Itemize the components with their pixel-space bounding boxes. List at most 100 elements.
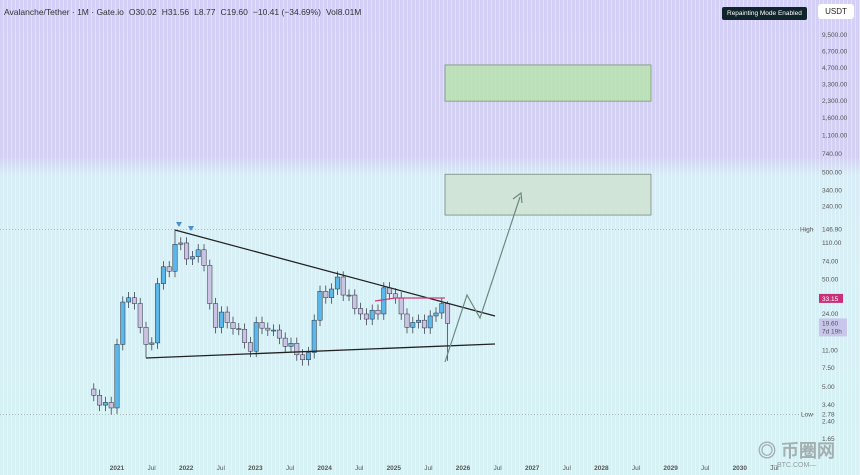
y-tick-label: 1,100.00 — [822, 133, 848, 140]
candle-body — [114, 344, 120, 409]
candle — [230, 316, 236, 335]
candle — [387, 282, 393, 300]
y-tick-label: 2.40 — [822, 418, 835, 425]
candle — [160, 261, 166, 290]
candle — [189, 250, 195, 265]
candle-body — [305, 352, 311, 360]
symbol-title[interactable]: Avalanche/Tether · 1M · Gate.io — [4, 7, 124, 17]
candle-body — [242, 328, 248, 343]
candle-body — [421, 319, 427, 329]
y-tick-label: 11.00 — [822, 347, 838, 354]
candle-body — [404, 313, 410, 328]
x-tick-label: 2021 — [110, 465, 125, 472]
low-value: L8.77 — [194, 7, 216, 17]
candle-body — [375, 309, 381, 315]
candle-body — [329, 288, 335, 298]
candle — [91, 383, 97, 402]
candle — [131, 292, 137, 310]
candle — [149, 337, 155, 351]
y-tick-label: 4,700.00 — [822, 65, 848, 72]
y-tick-label: 3,300.00 — [822, 81, 848, 88]
candle — [178, 237, 184, 251]
projection-path — [444, 196, 521, 363]
x-tick-label: Jul — [632, 465, 641, 472]
candle — [184, 237, 190, 265]
candle-body — [160, 266, 166, 284]
candle-body — [102, 402, 108, 406]
candle-body — [276, 329, 282, 339]
candle-body — [288, 343, 294, 347]
repainting-badge: Repainting Mode Enabled — [722, 7, 807, 20]
y-tick-label: 50.00 — [822, 277, 839, 284]
x-tick-label: 2030 — [733, 465, 748, 472]
candle — [195, 244, 201, 263]
x-tick-label: Jul — [147, 465, 156, 472]
candle-body — [398, 297, 404, 315]
high-value: H31.56 — [161, 7, 190, 17]
candle-body — [416, 319, 422, 323]
candle — [404, 308, 410, 334]
candle — [201, 244, 207, 272]
upper-trendline — [174, 229, 496, 317]
watermark-logo: ◎ 币圈网 — [758, 441, 836, 461]
candle-body — [178, 242, 184, 245]
chart-header: Avalanche/Tether · 1M · Gate.io O30.02 H31… — [4, 7, 366, 17]
y-tick-label: 9,500.00 — [822, 32, 848, 39]
resistance-price-tag — [819, 293, 843, 303]
candle — [398, 292, 404, 320]
candle — [363, 308, 369, 326]
watermark-site: —BTC.COM— — [770, 462, 817, 469]
candle-body — [172, 244, 178, 272]
y-tick-label: 24.00 — [822, 311, 839, 318]
x-tick-label: Jul — [770, 465, 779, 472]
candle-body — [155, 283, 161, 344]
candle-body — [230, 322, 236, 329]
candle-body — [207, 265, 213, 304]
candle — [271, 324, 277, 337]
y-tick-label: 740.00 — [822, 151, 842, 158]
x-tick-label: Jul — [493, 465, 502, 472]
candle — [329, 283, 335, 304]
candle-body — [166, 266, 172, 272]
candle — [242, 323, 248, 349]
candle-body — [126, 297, 132, 303]
candle — [375, 304, 381, 320]
candle-body — [247, 342, 253, 352]
close-value: C19.60 — [220, 7, 248, 17]
lower-trendline — [145, 343, 496, 359]
candle — [213, 297, 219, 334]
y-tick-label: 74.00 — [822, 258, 839, 265]
x-tick-label: 2023 — [248, 465, 263, 472]
y-tick-label: 340.00 — [822, 187, 842, 194]
candle-body — [340, 276, 346, 296]
currency-button[interactable]: USDT — [818, 4, 854, 19]
candle — [352, 289, 358, 315]
candle — [120, 296, 126, 351]
candle — [294, 337, 300, 361]
candle — [265, 322, 271, 337]
candle-body — [433, 312, 439, 317]
candle — [218, 306, 224, 334]
candle-body — [224, 311, 230, 323]
candle-body — [131, 297, 137, 304]
candle-body — [137, 303, 143, 328]
high-label: High — [800, 226, 814, 233]
x-tick-label: 2027 — [525, 465, 540, 472]
resistance-line — [374, 297, 445, 302]
candle — [346, 289, 352, 302]
candle — [317, 285, 323, 327]
candle — [421, 314, 427, 334]
candle — [323, 285, 329, 304]
candle-body — [363, 313, 369, 320]
candle-body — [189, 256, 195, 260]
candle-body — [294, 343, 300, 356]
candle — [137, 297, 143, 334]
candle-body — [445, 303, 451, 324]
candle-body — [195, 249, 201, 257]
y-tick-label: 7.50 — [822, 365, 835, 372]
open-value: O30.02 — [128, 7, 157, 17]
candle-body — [317, 291, 323, 321]
candle-body — [120, 301, 126, 345]
